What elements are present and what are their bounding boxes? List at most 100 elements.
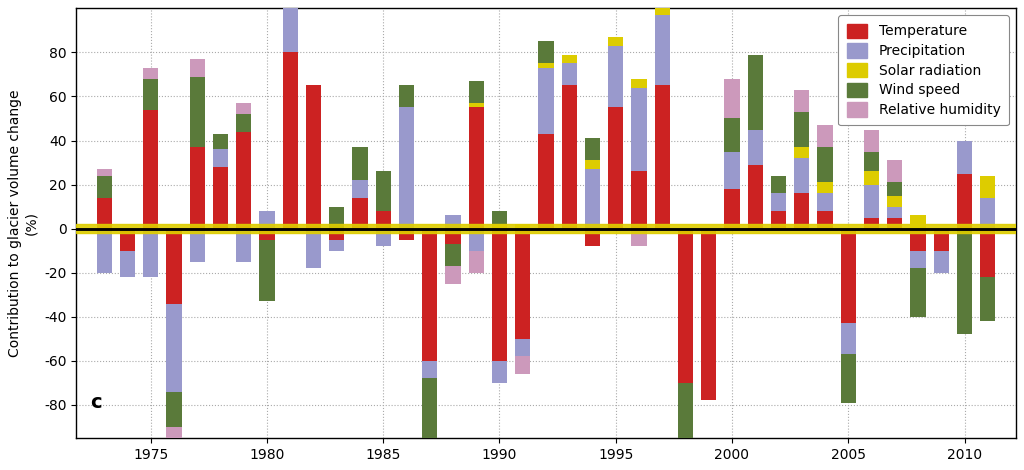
- Bar: [167, 228, 181, 304]
- Bar: [259, 211, 274, 228]
- Bar: [864, 151, 879, 172]
- Bar: [237, 132, 251, 228]
- Bar: [864, 185, 879, 218]
- Bar: [469, 251, 483, 273]
- Bar: [632, 87, 646, 172]
- Bar: [934, 251, 949, 273]
- Bar: [795, 158, 809, 193]
- Bar: [167, 427, 181, 438]
- Bar: [795, 193, 809, 228]
- Bar: [469, 103, 483, 108]
- Bar: [492, 228, 507, 361]
- Bar: [167, 304, 181, 392]
- Bar: [887, 160, 902, 182]
- Bar: [515, 224, 530, 228]
- Bar: [795, 147, 809, 158]
- Bar: [980, 277, 995, 321]
- Bar: [980, 176, 995, 198]
- Bar: [724, 189, 739, 228]
- Bar: [539, 41, 554, 63]
- Bar: [306, 228, 322, 268]
- Bar: [213, 167, 228, 228]
- Bar: [283, 52, 298, 228]
- Legend: Temperature, Precipitation, Solar radiation, Wind speed, Relative humidity: Temperature, Precipitation, Solar radiat…: [839, 16, 1009, 125]
- Bar: [237, 114, 251, 132]
- Bar: [957, 141, 972, 173]
- Bar: [143, 79, 159, 110]
- Bar: [492, 211, 507, 224]
- Bar: [980, 228, 995, 277]
- Bar: [352, 198, 368, 228]
- Bar: [399, 228, 414, 240]
- Bar: [817, 182, 833, 193]
- Bar: [864, 172, 879, 185]
- Bar: [376, 172, 391, 211]
- Bar: [213, 134, 228, 149]
- Bar: [678, 383, 693, 449]
- Bar: [864, 130, 879, 151]
- Bar: [795, 112, 809, 147]
- Bar: [96, 228, 112, 273]
- Bar: [189, 147, 205, 228]
- Bar: [213, 149, 228, 167]
- Bar: [724, 79, 739, 118]
- Bar: [748, 130, 763, 165]
- Bar: [817, 193, 833, 211]
- Bar: [817, 125, 833, 147]
- Bar: [259, 228, 274, 240]
- Bar: [748, 55, 763, 130]
- Bar: [562, 63, 577, 86]
- Bar: [469, 81, 483, 103]
- Bar: [422, 228, 437, 361]
- Bar: [817, 147, 833, 182]
- Bar: [445, 215, 461, 228]
- Bar: [515, 339, 530, 356]
- Bar: [120, 251, 135, 277]
- Bar: [329, 207, 344, 228]
- Text: c: c: [90, 393, 102, 412]
- Bar: [492, 361, 507, 383]
- Bar: [539, 63, 554, 68]
- Bar: [376, 211, 391, 228]
- Bar: [980, 198, 995, 228]
- Bar: [515, 228, 530, 339]
- Bar: [329, 240, 344, 251]
- Bar: [701, 228, 717, 400]
- Bar: [841, 354, 856, 403]
- Bar: [795, 90, 809, 112]
- Bar: [143, 68, 159, 79]
- Bar: [654, 15, 670, 86]
- Bar: [841, 323, 856, 354]
- Bar: [585, 228, 600, 246]
- Bar: [96, 198, 112, 228]
- Bar: [329, 228, 344, 240]
- Bar: [376, 228, 391, 246]
- Bar: [724, 151, 739, 189]
- Bar: [237, 103, 251, 114]
- Bar: [469, 228, 483, 251]
- Bar: [143, 110, 159, 228]
- Bar: [189, 59, 205, 77]
- Bar: [259, 240, 274, 301]
- Bar: [539, 134, 554, 228]
- Bar: [167, 392, 181, 427]
- Bar: [445, 228, 461, 244]
- Bar: [96, 169, 112, 176]
- Bar: [492, 224, 507, 228]
- Bar: [608, 46, 624, 108]
- Bar: [654, 6, 670, 15]
- Bar: [748, 165, 763, 228]
- Bar: [585, 138, 600, 160]
- Bar: [724, 118, 739, 151]
- Bar: [887, 207, 902, 218]
- Bar: [608, 108, 624, 228]
- Bar: [585, 169, 600, 228]
- Bar: [887, 196, 902, 207]
- Bar: [399, 108, 414, 228]
- Bar: [422, 361, 437, 378]
- Bar: [910, 251, 926, 268]
- Bar: [306, 86, 322, 228]
- Bar: [864, 218, 879, 228]
- Bar: [96, 176, 112, 198]
- Bar: [632, 172, 646, 228]
